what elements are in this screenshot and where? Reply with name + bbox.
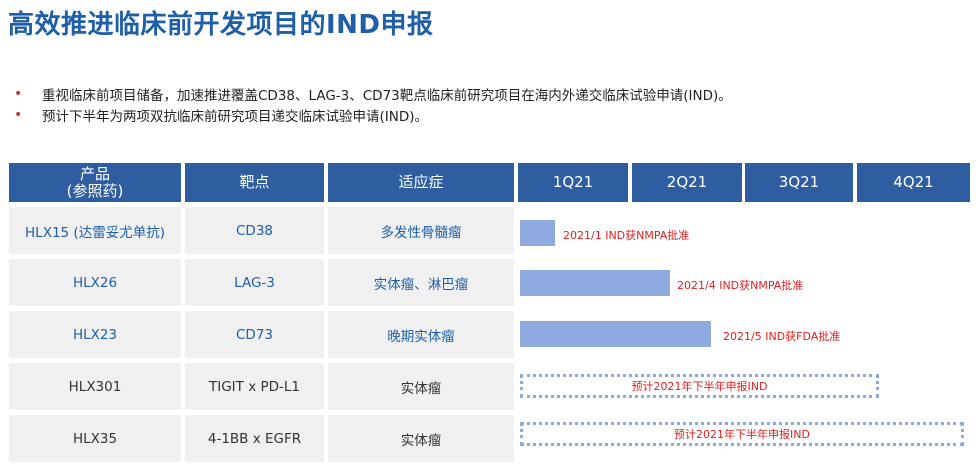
bullet-marker: • (14, 106, 23, 123)
row-5-milestone: 预计2021年下半年申报IND (674, 428, 810, 441)
header-quarter-2: 2Q21 (632, 163, 742, 202)
row-3-product: HLX23 (9, 311, 181, 358)
header-quarter-1: 1Q21 (518, 163, 628, 202)
row-3-milestone: 2021/5 IND获FDA批准 (723, 330, 841, 343)
bullet-list: • 重视临床前项目储备，加速推进覆盖CD38、LAG-3、CD73靶点临床前研究… (14, 83, 732, 125)
row-1-timeline-bar (520, 220, 555, 246)
row-4-target: TIGIT x PD-L1 (185, 363, 324, 410)
row-5-planned-box: 预计2021年下半年申报IND (520, 422, 964, 446)
header-product: 产品 (参照药) (9, 163, 181, 202)
row-5-target: 4-1BB x EGFR (185, 415, 324, 462)
header-quarter-3: 3Q21 (745, 163, 853, 202)
row-5-indication: 实体瘤 (328, 415, 514, 462)
row-2-indication: 实体瘤、淋巴瘤 (328, 259, 514, 306)
page-title: 高效推进临床前开发项目的IND申报 (8, 10, 434, 40)
row-4-milestone: 预计2021年下半年申报IND (631, 380, 768, 393)
row-4-product: HLX301 (9, 363, 181, 410)
row-3-target: CD73 (185, 311, 324, 358)
row-1-milestone: 2021/1 IND获NMPA批准 (563, 229, 690, 242)
header-target: 靶点 (185, 163, 324, 202)
row-1-product: HLX15 (达雷妥尤单抗) (9, 207, 181, 254)
bullet-text: 重视临床前项目储备，加速推进覆盖CD38、LAG-3、CD73靶点临床前研究项目… (42, 87, 732, 104)
bullet-marker: • (14, 85, 23, 102)
row-2-milestone: 2021/4 IND获NMPA批准 (677, 279, 804, 292)
bullet-item: • 预计下半年为两项双抗临床前研究项目递交临床试验申请(IND)。 (14, 104, 732, 125)
row-1-target: CD38 (185, 207, 324, 254)
row-5-product: HLX35 (9, 415, 181, 462)
row-2-timeline-bar (520, 270, 670, 296)
row-3-timeline-bar (520, 321, 711, 347)
row-2-product: HLX26 (9, 259, 181, 306)
row-4-indication: 实体瘤 (328, 363, 514, 410)
header-product-label: 产品 (79, 164, 110, 183)
row-3-indication: 晚期实体瘤 (328, 311, 514, 358)
row-4-planned-box: 预计2021年下半年申报IND (520, 374, 879, 398)
bullet-item: • 重视临床前项目储备，加速推进覆盖CD38、LAG-3、CD73靶点临床前研究… (14, 83, 732, 104)
header-quarter-4: 4Q21 (857, 163, 970, 202)
header-product-reference: (参照药) (66, 181, 124, 200)
bullet-text: 预计下半年为两项双抗临床前研究项目递交临床试验申请(IND)。 (42, 108, 429, 125)
header-indication: 适应症 (328, 163, 514, 202)
row-2-target: LAG-3 (185, 259, 324, 306)
row-1-indication: 多发性骨髓瘤 (328, 207, 514, 254)
